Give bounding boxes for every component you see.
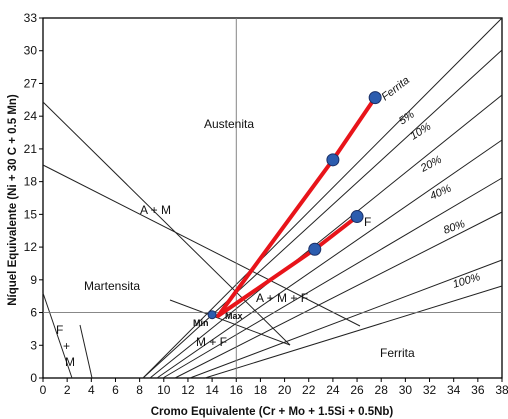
highlight-point xyxy=(308,242,322,256)
phase-boundary-lines xyxy=(42,17,503,379)
region-label-austenita: Austenita xyxy=(204,117,254,131)
x-tick-label: 18 xyxy=(254,383,268,397)
y-tick-label: 24 xyxy=(24,109,38,123)
x-axis-tick-labels: 0 2 4 6 8 10 12 14 16 18 20 22 24 26 28 30 32 34 36 38 xyxy=(40,378,508,397)
highlight-point xyxy=(207,310,217,320)
highlight-points xyxy=(207,91,382,320)
region-label-a-m: A + M xyxy=(140,203,171,217)
y-tick-label: 9 xyxy=(30,273,37,287)
x-tick-label: 20 xyxy=(278,383,292,397)
y-tick-label: 30 xyxy=(24,44,38,58)
x-tick-label: 28 xyxy=(375,383,389,397)
x-tick-label: 26 xyxy=(350,383,364,397)
x-tick-label: 24 xyxy=(326,383,340,397)
y-tick-label: 18 xyxy=(24,175,38,189)
highlight-point xyxy=(350,210,364,224)
x-tick-label: 38 xyxy=(495,383,508,397)
region-label-m: M xyxy=(65,355,75,369)
x-tick-label: 10 xyxy=(157,383,171,397)
min-label: Min xyxy=(193,318,209,328)
y-axis-tick-labels: 0 3 6 9 12 15 18 21 24 27 30 33 xyxy=(24,11,43,385)
x-tick-label: 16 xyxy=(230,383,244,397)
x-tick-label: 36 xyxy=(471,383,485,397)
x-tick-label: 2 xyxy=(64,383,71,397)
x-tick-label: 34 xyxy=(447,383,461,397)
y-tick-label: 21 xyxy=(24,142,38,156)
y-tick-label: 33 xyxy=(24,11,38,25)
region-label-plus: + xyxy=(63,339,70,353)
point-label-f: F xyxy=(364,215,371,229)
reference-lines xyxy=(43,18,502,378)
x-tick-label: 0 xyxy=(40,383,47,397)
region-label-m-f: M + F xyxy=(196,335,227,349)
x-tick-label: 12 xyxy=(181,383,195,397)
plot-area xyxy=(42,17,503,379)
highlight-point xyxy=(326,153,340,167)
region-label-f: F xyxy=(56,323,63,337)
x-tick-label: 30 xyxy=(399,383,413,397)
x-tick-label: 32 xyxy=(423,383,437,397)
x-tick-label: 8 xyxy=(136,383,143,397)
y-tick-label: 6 xyxy=(30,306,37,320)
x-axis-title: Cromo Equivalente (Cr + Mo + 1.5Si + 0.5… xyxy=(151,406,394,418)
region-label-martensita: Martensita xyxy=(84,279,140,293)
x-tick-label: 6 xyxy=(112,383,119,397)
x-tick-label: 14 xyxy=(205,383,219,397)
y-tick-label: 0 xyxy=(30,371,37,385)
x-tick-label: 22 xyxy=(302,383,316,397)
y-axis-title: Níquel Equivalente (Ni + 30 C + 0.5 Mn) xyxy=(7,94,19,306)
highlight-point xyxy=(368,91,382,105)
y-tick-label: 3 xyxy=(30,338,37,352)
y-tick-label: 12 xyxy=(24,240,38,254)
y-tick-label: 15 xyxy=(24,207,38,221)
region-label-ferrita: Ferrita xyxy=(380,346,415,360)
region-label-a-m-f: A + M + F xyxy=(256,291,308,305)
max-label: Max xyxy=(225,311,243,321)
x-tick-label: 4 xyxy=(88,383,95,397)
y-tick-label: 27 xyxy=(24,76,38,90)
